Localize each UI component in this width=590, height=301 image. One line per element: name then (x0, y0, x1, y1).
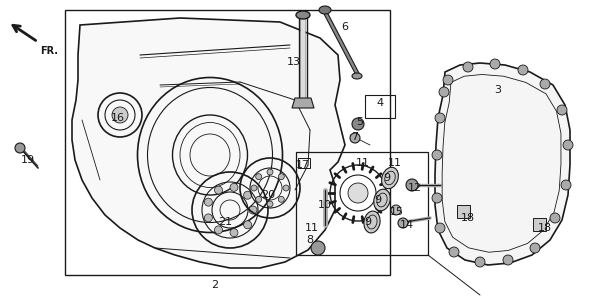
Text: 13: 13 (287, 57, 301, 67)
Circle shape (563, 140, 573, 150)
Circle shape (255, 196, 262, 202)
Circle shape (230, 229, 238, 237)
Text: 18: 18 (461, 213, 475, 223)
Text: 4: 4 (376, 98, 384, 108)
Circle shape (267, 169, 273, 175)
Circle shape (278, 196, 284, 202)
Text: 8: 8 (306, 235, 313, 245)
Text: 2: 2 (211, 280, 218, 290)
Circle shape (432, 193, 442, 203)
Text: 9: 9 (384, 173, 391, 183)
Circle shape (449, 247, 459, 257)
Circle shape (518, 65, 528, 75)
Circle shape (391, 205, 401, 215)
Polygon shape (457, 205, 470, 218)
Text: 9: 9 (375, 195, 382, 205)
Text: 5: 5 (356, 117, 363, 127)
Ellipse shape (296, 11, 310, 19)
Circle shape (204, 198, 212, 206)
Circle shape (443, 75, 453, 85)
Circle shape (249, 206, 257, 214)
Text: 10: 10 (318, 200, 332, 210)
Circle shape (215, 186, 222, 194)
Ellipse shape (352, 73, 362, 79)
Text: 17: 17 (296, 160, 310, 170)
Text: 19: 19 (21, 155, 35, 165)
Circle shape (15, 143, 25, 153)
Text: 12: 12 (408, 183, 422, 193)
Text: 18: 18 (538, 223, 552, 233)
Text: FR.: FR. (40, 46, 58, 56)
Circle shape (278, 174, 284, 180)
Circle shape (215, 226, 222, 234)
Circle shape (350, 133, 360, 143)
Polygon shape (435, 63, 570, 265)
Circle shape (352, 118, 364, 130)
Circle shape (311, 241, 325, 255)
Polygon shape (72, 18, 345, 268)
Text: 14: 14 (400, 220, 414, 230)
Circle shape (503, 255, 513, 265)
Circle shape (439, 87, 449, 97)
Circle shape (432, 150, 442, 160)
Circle shape (283, 185, 289, 191)
Circle shape (204, 214, 212, 222)
Circle shape (435, 113, 445, 123)
Circle shape (244, 221, 251, 229)
Circle shape (557, 105, 567, 115)
Text: 16: 16 (111, 113, 125, 123)
Text: 7: 7 (352, 132, 359, 142)
Circle shape (550, 213, 560, 223)
Circle shape (530, 243, 540, 253)
Circle shape (112, 107, 128, 123)
Circle shape (540, 79, 550, 89)
Ellipse shape (382, 167, 398, 189)
Circle shape (244, 191, 251, 199)
Circle shape (348, 183, 368, 203)
Circle shape (475, 257, 485, 267)
Circle shape (255, 174, 262, 180)
Circle shape (267, 201, 273, 207)
Text: 15: 15 (390, 207, 404, 217)
Circle shape (490, 59, 500, 69)
Text: 20: 20 (261, 190, 275, 200)
Circle shape (398, 218, 408, 228)
Text: 11: 11 (388, 158, 402, 168)
Circle shape (251, 185, 257, 191)
Text: 11: 11 (356, 158, 370, 168)
Text: 21: 21 (218, 217, 232, 227)
Polygon shape (292, 98, 314, 108)
Ellipse shape (373, 189, 390, 211)
Circle shape (406, 179, 418, 191)
Ellipse shape (364, 211, 380, 233)
Circle shape (463, 62, 473, 72)
Text: 6: 6 (342, 22, 349, 32)
Text: 9: 9 (365, 217, 372, 227)
Polygon shape (533, 218, 546, 231)
Circle shape (230, 183, 238, 191)
Circle shape (561, 180, 571, 190)
Text: 11: 11 (305, 223, 319, 233)
Text: 3: 3 (494, 85, 501, 95)
Ellipse shape (319, 6, 331, 14)
Circle shape (435, 223, 445, 233)
